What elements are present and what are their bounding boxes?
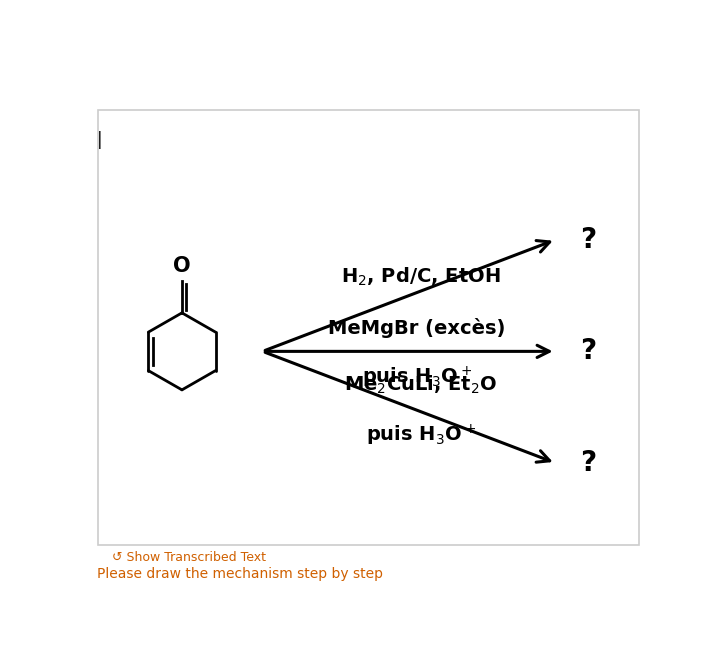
Text: ?: ? (580, 449, 596, 477)
Text: H$_2$, Pd/C, EtOH: H$_2$, Pd/C, EtOH (341, 266, 500, 288)
Text: puis H$_3$O$^+$: puis H$_3$O$^+$ (362, 365, 472, 390)
Text: O: O (173, 256, 190, 276)
Text: ↺ Show Transcribed Text: ↺ Show Transcribed Text (112, 551, 266, 564)
Text: puis H$_3$O$^+$: puis H$_3$O$^+$ (366, 422, 476, 448)
Text: Please draw the mechanism step by step: Please draw the mechanism step by step (97, 567, 383, 581)
Text: MeMgBr (excès): MeMgBr (excès) (328, 318, 505, 338)
Bar (98, 110, 639, 546)
Text: |: | (97, 131, 102, 149)
Text: ?: ? (580, 337, 596, 365)
Text: Me$_2$CuLi, Et$_2$O: Me$_2$CuLi, Et$_2$O (344, 374, 497, 396)
Text: ?: ? (580, 225, 596, 254)
